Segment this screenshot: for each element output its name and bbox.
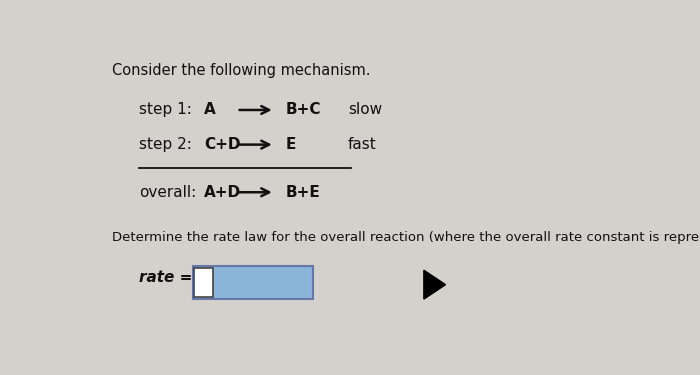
Bar [195,268,213,297]
Text: C+D: C+D [204,137,241,152]
Text: Consider the following mechanism.: Consider the following mechanism. [112,63,370,78]
Text: B+E: B+E [286,185,321,200]
Text: E: E [286,137,296,152]
Text: fast: fast [348,137,377,152]
Text: overall:: overall: [139,185,196,200]
Text: Determine the rate law for the overall reaction (where the overall rate constant: Determine the rate law for the overall r… [112,231,700,243]
Text: A: A [204,102,216,117]
Text: B+C: B+C [286,102,321,117]
Polygon shape [424,270,446,299]
Text: slow: slow [348,102,382,117]
Bar [193,266,313,299]
Text: A+D: A+D [204,185,241,200]
Text: step 2:: step 2: [139,137,192,152]
Text: step 1:: step 1: [139,102,192,117]
Text: rate =: rate = [139,270,193,285]
